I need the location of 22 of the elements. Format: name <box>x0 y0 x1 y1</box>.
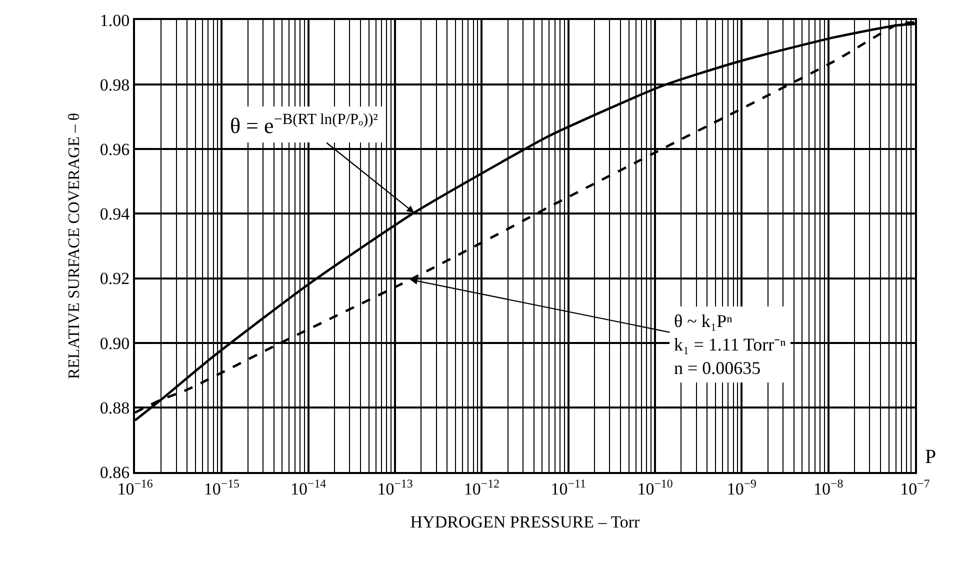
x-tick-label: 10$^{−14}$ <box>290 476 326 498</box>
x-axis-title: HYDROGEN PRESSURE – Torr <box>410 512 640 532</box>
x-tick-label: 10$^{−15}$ <box>204 476 240 498</box>
annotation: θ = e$^{−B(RT ln(P/Pₒ))²}$ <box>230 111 378 138</box>
x-tick-label: 10$^{−10}$ <box>637 476 673 498</box>
y-axis-title: RELATIVE SURFACE COVERAGE – θ <box>66 112 84 380</box>
y-tick-label: 0.98 <box>100 76 130 95</box>
text: P <box>925 446 936 468</box>
y-tick-label: 0.94 <box>100 204 130 224</box>
x-tick-label: 10$^{−12}$ <box>464 476 500 498</box>
x-tick-label: 10$^{−8}$ <box>814 476 844 498</box>
y-tick-label: 0.88 <box>100 398 130 418</box>
x-tick-label: 10$^{−11}$ <box>550 476 586 498</box>
y-tick-label: 0.92 <box>100 269 130 288</box>
x-tick-label: 10$^{−7}$ <box>900 476 930 498</box>
y-tick-label: 1.00 <box>100 10 130 30</box>
y-tick-label: 0.96 <box>100 140 130 160</box>
y-tick-label: 0.90 <box>100 334 130 353</box>
annotation: θ ~ k₁Pⁿ k₁ = 1.11 Torr⁻ⁿ n = 0.00635 <box>674 311 786 378</box>
x-tick-label: 10$^{−9}$ <box>726 476 757 498</box>
x-tick-label: 10$^{−13}$ <box>377 476 413 498</box>
y-tick-label: 0.86 <box>100 462 130 482</box>
